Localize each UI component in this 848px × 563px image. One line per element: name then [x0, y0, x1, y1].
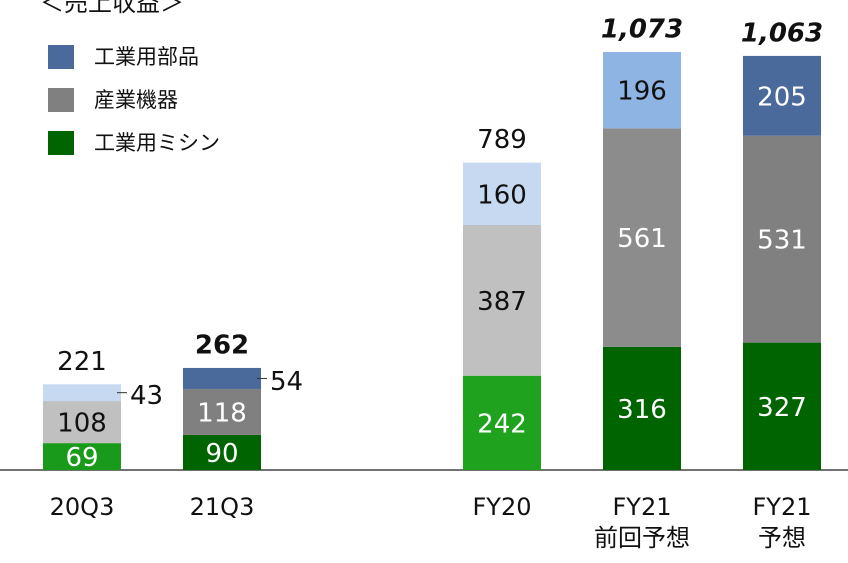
total-label: 262: [195, 330, 249, 360]
bar-segment: [43, 384, 121, 402]
bar-segment: [603, 128, 681, 347]
bar-segment: [743, 135, 821, 343]
x-tick-label: FY20: [472, 493, 531, 521]
value-label: 43: [130, 381, 163, 411]
bar-segment: [463, 162, 541, 225]
x-tick-label: FY21 予想: [752, 493, 811, 552]
bar-segment: [183, 388, 261, 435]
legend-label: 工業用部品: [94, 45, 199, 69]
bar-segment: [603, 346, 681, 470]
bar-segment: [463, 224, 541, 376]
value-label: 118: [197, 398, 247, 428]
legend-label: 産業機器: [94, 88, 178, 112]
x-tick-label: 20Q3: [50, 493, 115, 521]
bar-segment: [183, 367, 261, 389]
total-label: 789: [477, 125, 527, 155]
bar-segment: [743, 55, 821, 136]
value-label: 205: [757, 82, 807, 112]
bar-segment: [603, 52, 681, 129]
value-label: 69: [65, 443, 98, 473]
bar-segment: [463, 375, 541, 470]
value-label: 54: [270, 367, 303, 397]
legend-swatch: [48, 131, 74, 155]
x-tick-label: 21Q3: [190, 493, 255, 521]
value-label: 196: [617, 77, 667, 107]
legend-swatch: [48, 45, 74, 69]
bar-segment: [183, 434, 261, 470]
value-label: 316: [617, 395, 667, 425]
value-label: 160: [477, 180, 527, 210]
total-label: 1,073: [601, 15, 683, 45]
value-label: 108: [57, 409, 107, 439]
x-tick-label: FY21 前回予想: [594, 493, 690, 552]
chart-title: ＜売上収益＞: [40, 0, 184, 17]
total-label: 221: [57, 347, 107, 377]
value-label: 327: [757, 393, 807, 423]
legend-label: 工業用ミシン: [94, 131, 220, 155]
bar-segment: [743, 342, 821, 470]
bar-segment: [43, 401, 121, 444]
value-label: 561: [617, 224, 667, 254]
bar-segment: [43, 443, 121, 470]
value-label: 531: [757, 226, 807, 256]
legend-swatch: [48, 88, 74, 112]
value-label: 90: [205, 439, 238, 469]
value-label: 387: [477, 287, 527, 317]
value-label: 242: [477, 409, 527, 439]
total-label: 1,063: [741, 18, 823, 48]
